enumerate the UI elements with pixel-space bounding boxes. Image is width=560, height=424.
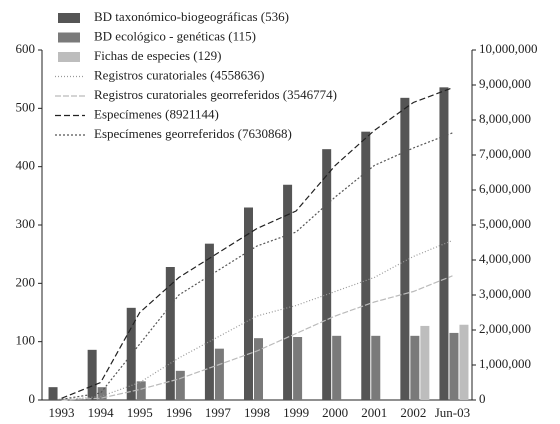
bar — [254, 338, 263, 400]
bar — [204, 243, 214, 400]
y-tick-label: 100 — [16, 333, 36, 348]
legend-swatch — [58, 52, 80, 62]
x-tick-label: 1998 — [244, 405, 270, 420]
y2-tick-label: 5,000,000 — [479, 216, 531, 231]
bar — [87, 349, 97, 400]
legend-label: Especímenes georreferidos (7630868) — [94, 126, 292, 141]
legend-label: Especímenes (8921144) — [94, 106, 219, 121]
y-tick-label: 200 — [16, 274, 36, 289]
bar — [439, 87, 449, 400]
line-series — [61, 132, 453, 400]
bar — [214, 348, 224, 400]
y2-tick-label: 3,000,000 — [479, 286, 531, 301]
x-tick-label: 1996 — [166, 405, 193, 420]
x-tick-label: 2000 — [322, 405, 348, 420]
y-tick-label: 500 — [16, 99, 36, 114]
line-series — [61, 239, 453, 401]
bar — [293, 337, 303, 400]
bar — [48, 387, 58, 400]
x-tick-label: 2001 — [361, 405, 387, 420]
legend-label: Registros curatoriales georreferidos (35… — [94, 87, 337, 102]
x-tick-label: 1995 — [127, 405, 153, 420]
legend-swatch — [58, 13, 80, 23]
legend-label: Registros curatoriales (4558636) — [94, 67, 264, 82]
x-tick-label: Jun-03 — [435, 405, 470, 420]
bar — [175, 370, 185, 400]
bar — [165, 267, 175, 400]
legend-label: BD taxonómico-biogeográficas (536) — [94, 9, 289, 24]
legend-label: Fichas de especies (129) — [94, 48, 221, 63]
y2-tick-label: 1,000,000 — [479, 356, 531, 371]
y2-tick-label: 0 — [479, 391, 486, 406]
bar — [283, 184, 293, 400]
bar — [97, 387, 107, 400]
x-tick-label: 1999 — [283, 405, 309, 420]
y-tick-label: 400 — [16, 158, 36, 173]
line-series — [61, 275, 453, 401]
x-tick-label: 1993 — [49, 405, 75, 420]
bar — [136, 381, 146, 400]
x-tick-label: 1997 — [205, 405, 232, 420]
y2-tick-label: 8,000,000 — [479, 111, 531, 126]
y-tick-label: 0 — [29, 391, 36, 406]
bar — [420, 325, 430, 400]
bar — [459, 324, 469, 400]
legend-label: BD ecológico - genéticas (115) — [94, 28, 256, 43]
bar — [332, 335, 342, 400]
y2-tick-label: 2,000,000 — [479, 321, 531, 336]
bar — [322, 149, 332, 400]
bar — [244, 207, 253, 400]
x-tick-label: 1994 — [88, 405, 115, 420]
y2-tick-label: 6,000,000 — [479, 181, 531, 196]
x-tick-label: 2002 — [400, 405, 426, 420]
y-tick-label: 300 — [16, 216, 36, 231]
line-series — [61, 87, 453, 399]
bar — [449, 332, 459, 400]
y2-tick-label: 7,000,000 — [479, 146, 531, 161]
bar — [361, 131, 371, 400]
bar — [410, 335, 420, 400]
y2-tick-label: 9,000,000 — [479, 76, 531, 91]
y-tick-label: 600 — [16, 41, 36, 56]
legend-swatch — [58, 32, 80, 43]
y2-tick-label: 10,000,000 — [479, 41, 538, 56]
y2-tick-label: 4,000,000 — [479, 251, 531, 266]
bar — [400, 97, 410, 400]
bar — [371, 335, 381, 400]
